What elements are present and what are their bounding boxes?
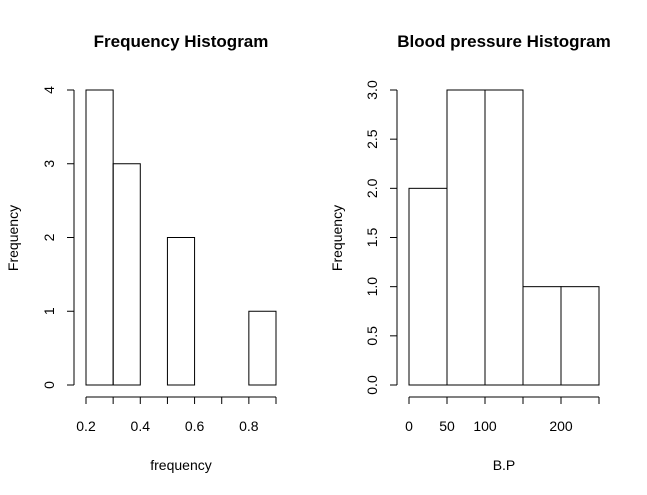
histogram-bar — [85, 89, 114, 386]
y-tick-label: 3 — [41, 160, 57, 168]
x-tick-label: 100 — [473, 418, 497, 434]
y-tick-label: 0.0 — [364, 375, 380, 395]
x-tick-label: 0 — [405, 418, 413, 434]
histogram-bar — [446, 89, 486, 386]
histogram-bar — [248, 310, 277, 386]
y-tick-label: 2.5 — [364, 129, 380, 149]
y-tick-label: 1.5 — [364, 228, 380, 248]
x-axis-label: frequency — [150, 457, 211, 473]
x-tick-label: 0.4 — [131, 418, 151, 434]
x-tick-label: 0.2 — [76, 418, 96, 434]
histogram-bar — [166, 237, 196, 386]
histogram-bar — [560, 286, 600, 386]
y-tick-label: 1 — [41, 307, 57, 315]
chart-1: Frequency Histogram 0.2 0.4 0.6 0.8 0 1 2 3 4 freq… — [5, 32, 277, 473]
x-tick-label: 200 — [549, 418, 573, 434]
x-tick-label: 50 — [439, 418, 455, 434]
histogram-bar — [112, 163, 141, 386]
y-axis-label: Frequency — [5, 205, 21, 271]
histogram-bar — [408, 187, 448, 386]
y-tick-label: 4 — [41, 86, 57, 94]
y-tick-label: 3.0 — [364, 80, 380, 100]
histogram-bar — [522, 286, 562, 386]
chart-title: Frequency Histogram — [94, 32, 269, 51]
y-tick-label: 2 — [41, 233, 57, 241]
chart-2: Blood pressure Histogram 0 50 100 200 0.0 0.5 1… — [329, 32, 611, 473]
y-tick-label: 0 — [41, 381, 57, 389]
y-tick-label: 1.0 — [364, 277, 380, 297]
x-tick-label: 0.8 — [239, 418, 259, 434]
x-axis-label: B.P — [493, 457, 516, 473]
chart-title: Blood pressure Histogram — [397, 32, 611, 51]
x-tick-label: 0.6 — [185, 418, 205, 434]
y-tick-label: 2.0 — [364, 178, 380, 198]
histogram-bar — [484, 89, 524, 386]
y-axis-label: Frequency — [329, 205, 345, 271]
y-tick-label: 0.5 — [364, 326, 380, 346]
